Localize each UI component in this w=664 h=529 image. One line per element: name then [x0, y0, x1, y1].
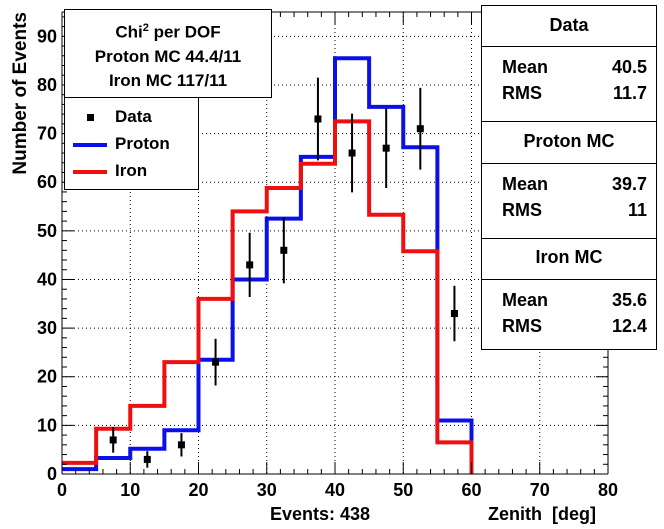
- chi2-proton-line: Proton MC 44.4/11: [94, 46, 242, 66]
- chi2-per-dof-box: Chi2 per DOF Proton MC 44.4/11 Iron MC 1…: [64, 9, 272, 98]
- y-tick-label: 0: [47, 464, 57, 484]
- stats-data-title: Data: [549, 15, 589, 35]
- data-point: [450, 310, 458, 318]
- y-tick-label: 50: [37, 221, 57, 241]
- y-tick-label: 10: [37, 415, 57, 435]
- data-point: [212, 358, 220, 366]
- events-count: Events: 438: [270, 504, 370, 524]
- data-point: [416, 125, 424, 133]
- stats-proton-title: Proton MC: [523, 131, 615, 151]
- legend-item-data: Data: [65, 104, 198, 130]
- chi2-iron-line: Iron MC 117/11: [108, 70, 228, 90]
- data-marker-icon: [87, 114, 94, 121]
- data-point: [314, 115, 322, 123]
- divider: [482, 121, 656, 122]
- y-tick-label: 40: [37, 269, 57, 289]
- legend-item-proton: Proton: [65, 131, 198, 157]
- data-point: [143, 455, 151, 463]
- data-point: [246, 261, 254, 269]
- y-tick-label: 30: [37, 318, 57, 338]
- y-tick-label: 70: [37, 124, 57, 144]
- data-point: [348, 149, 356, 157]
- stats-iron-title: Iron MC: [535, 247, 603, 267]
- y-axis-title: Number of Events: [10, 12, 31, 175]
- y-tick-label: 20: [37, 367, 57, 387]
- proton-line-icon: [73, 143, 107, 147]
- data-point: [280, 246, 288, 254]
- divider: [482, 163, 656, 164]
- legend-item-iron: Iron: [65, 158, 198, 184]
- legend: Data Proton Iron: [64, 97, 199, 190]
- y-tick-label: 80: [37, 75, 57, 95]
- data-point: [177, 441, 185, 449]
- divider: [482, 279, 656, 280]
- x-tick-label: 40: [325, 480, 345, 500]
- stats-box: Data Mean 40.5 RMS 11.7 Proton MC Mean 39.7…: [481, 5, 657, 350]
- iron-histogram: [62, 119, 474, 474]
- x-tick-label: 50: [393, 480, 413, 500]
- data-point: [382, 144, 390, 152]
- x-tick-label: 20: [188, 480, 208, 500]
- x-axis-title: Zenith [deg]: [488, 504, 596, 524]
- divider: [482, 46, 656, 47]
- proton-histogram: [62, 56, 474, 474]
- data-point: [109, 436, 117, 444]
- x-tick-label: 70: [530, 480, 550, 500]
- y-tick-label: 60: [37, 172, 57, 192]
- divider: [482, 238, 656, 239]
- y-tick-label: 90: [37, 26, 57, 46]
- x-tick-label: 60: [461, 480, 481, 500]
- x-tick-label: 30: [257, 480, 277, 500]
- chi2-title: Chi2 per DOF: [115, 22, 221, 42]
- x-tick-label: 80: [598, 480, 618, 500]
- x-tick-label: 0: [57, 480, 67, 500]
- iron-line-icon: [73, 170, 107, 174]
- x-tick-label: 10: [120, 480, 140, 500]
